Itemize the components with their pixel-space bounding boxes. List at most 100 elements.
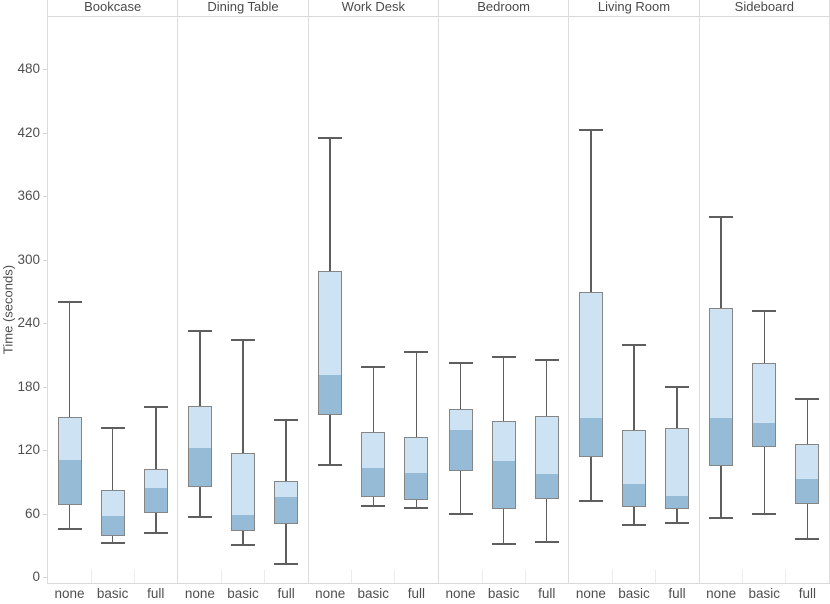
whisker-line xyxy=(415,351,418,509)
box-full xyxy=(534,416,559,499)
box-lower-half xyxy=(144,488,167,513)
box-slot-basic xyxy=(221,0,264,583)
x-category-label: basic xyxy=(357,586,390,601)
whisker-cap-top xyxy=(665,385,690,388)
box-lower-half xyxy=(58,459,81,505)
whisker-cap-top xyxy=(187,330,212,333)
box-slot-none xyxy=(178,0,221,583)
y-tick-mark xyxy=(43,259,47,261)
box-lower-half xyxy=(231,514,254,531)
x-category-label: none xyxy=(54,586,85,601)
facet-title: Bedroom xyxy=(438,0,569,17)
whisker-cap-bottom xyxy=(57,528,82,531)
y-tick-mark xyxy=(43,69,47,70)
whisker-cap-top xyxy=(361,366,386,369)
box-full xyxy=(274,480,299,525)
y-tick-label: 180 xyxy=(17,378,40,394)
box-lower-half xyxy=(362,468,385,496)
box-slot-basic xyxy=(91,0,134,583)
box-none xyxy=(57,417,82,506)
whisker-cap-bottom xyxy=(578,499,603,502)
facet-title: Bookcase xyxy=(48,0,178,17)
y-tick-label: 360 xyxy=(17,188,40,203)
whisker-cap-bottom xyxy=(274,563,299,566)
box-basic xyxy=(100,490,125,536)
whisker-cap-bottom xyxy=(143,531,168,534)
x-category-label: none xyxy=(445,586,476,601)
whisker-cap-bottom xyxy=(448,512,473,515)
box-slot-none xyxy=(700,0,743,583)
y-tick-label: 120 xyxy=(17,442,40,457)
whisker-cap-top xyxy=(795,398,820,401)
x-category-label: full xyxy=(407,586,426,601)
x-category-label: full xyxy=(277,586,295,601)
whisker-cap-bottom xyxy=(752,512,777,515)
x-category-label: basic xyxy=(487,586,520,601)
y-tick-label: 480 xyxy=(17,61,40,76)
plot-area: Bookcase none basic full Dining Table none bas… xyxy=(47,0,830,601)
whisker-cap-top xyxy=(491,355,516,358)
box-basic xyxy=(752,363,777,447)
category-tick xyxy=(611,570,613,583)
whisker-cap-bottom xyxy=(361,505,386,508)
whisker-cap-top xyxy=(57,300,82,303)
whisker-cap-top xyxy=(448,362,473,365)
box-lower-half xyxy=(405,473,428,499)
y-tick-label: 0 xyxy=(32,569,40,584)
x-category-label: basic xyxy=(227,586,259,601)
whisker-cap-top xyxy=(230,338,255,341)
y-tick-mark xyxy=(43,513,47,515)
whisker-cap-bottom xyxy=(665,522,690,525)
facet-panel: Sideboard none basic full xyxy=(698,0,830,601)
box-none xyxy=(578,292,603,458)
category-tick xyxy=(264,570,266,583)
box-lower-half xyxy=(796,478,819,503)
y-tick-mark xyxy=(43,450,47,451)
box-slot-full xyxy=(525,0,568,583)
whisker-cap-top xyxy=(404,350,429,353)
y-tick-label: 60 xyxy=(24,505,40,521)
whisker-cap-top xyxy=(274,419,299,422)
whisker-cap-bottom xyxy=(318,463,343,466)
x-category-label: none xyxy=(706,586,737,601)
category-tick xyxy=(220,570,222,583)
whisker-line xyxy=(68,301,71,530)
facet-panel: Bedroom none basic full xyxy=(437,0,569,601)
box-lower-half xyxy=(449,429,472,471)
box-lower-half xyxy=(275,496,298,524)
whisker-cap-bottom xyxy=(404,507,429,510)
box-slot-full xyxy=(134,0,177,583)
facet-title: Dining Table xyxy=(178,0,308,17)
category-tick xyxy=(90,570,92,583)
whisker-cap-bottom xyxy=(795,537,820,540)
x-category-label: none xyxy=(575,586,606,601)
whisker-cap-bottom xyxy=(534,541,559,544)
category-tick xyxy=(394,570,396,583)
box-slot-basic xyxy=(743,0,786,583)
whisker-line xyxy=(242,339,244,546)
box-none xyxy=(318,271,343,416)
facet-panel: Living Room none basic full xyxy=(568,0,699,601)
x-category-label: basic xyxy=(96,586,129,601)
y-tick-label: 240 xyxy=(17,315,40,330)
x-category-label: none xyxy=(184,586,215,601)
x-category-label: basic xyxy=(618,586,650,601)
box-lower-half xyxy=(753,422,776,446)
box-slot-none xyxy=(439,0,482,583)
box-none xyxy=(448,408,473,472)
box-full xyxy=(795,443,820,504)
category-tick xyxy=(785,570,787,583)
y-tick-mark xyxy=(43,386,47,388)
facet-title: Living Room xyxy=(569,0,699,17)
box-lower-half xyxy=(101,515,124,535)
whisker-cap-bottom xyxy=(187,515,212,518)
y-tick-mark xyxy=(43,323,47,324)
box-lower-half xyxy=(535,474,558,498)
y-tick-mark xyxy=(43,196,47,197)
box-none xyxy=(187,405,212,488)
box-none xyxy=(709,308,734,466)
whisker-cap-top xyxy=(709,216,734,219)
facet-panel: Bookcase none basic full xyxy=(47,0,178,601)
box-basic xyxy=(621,429,646,508)
